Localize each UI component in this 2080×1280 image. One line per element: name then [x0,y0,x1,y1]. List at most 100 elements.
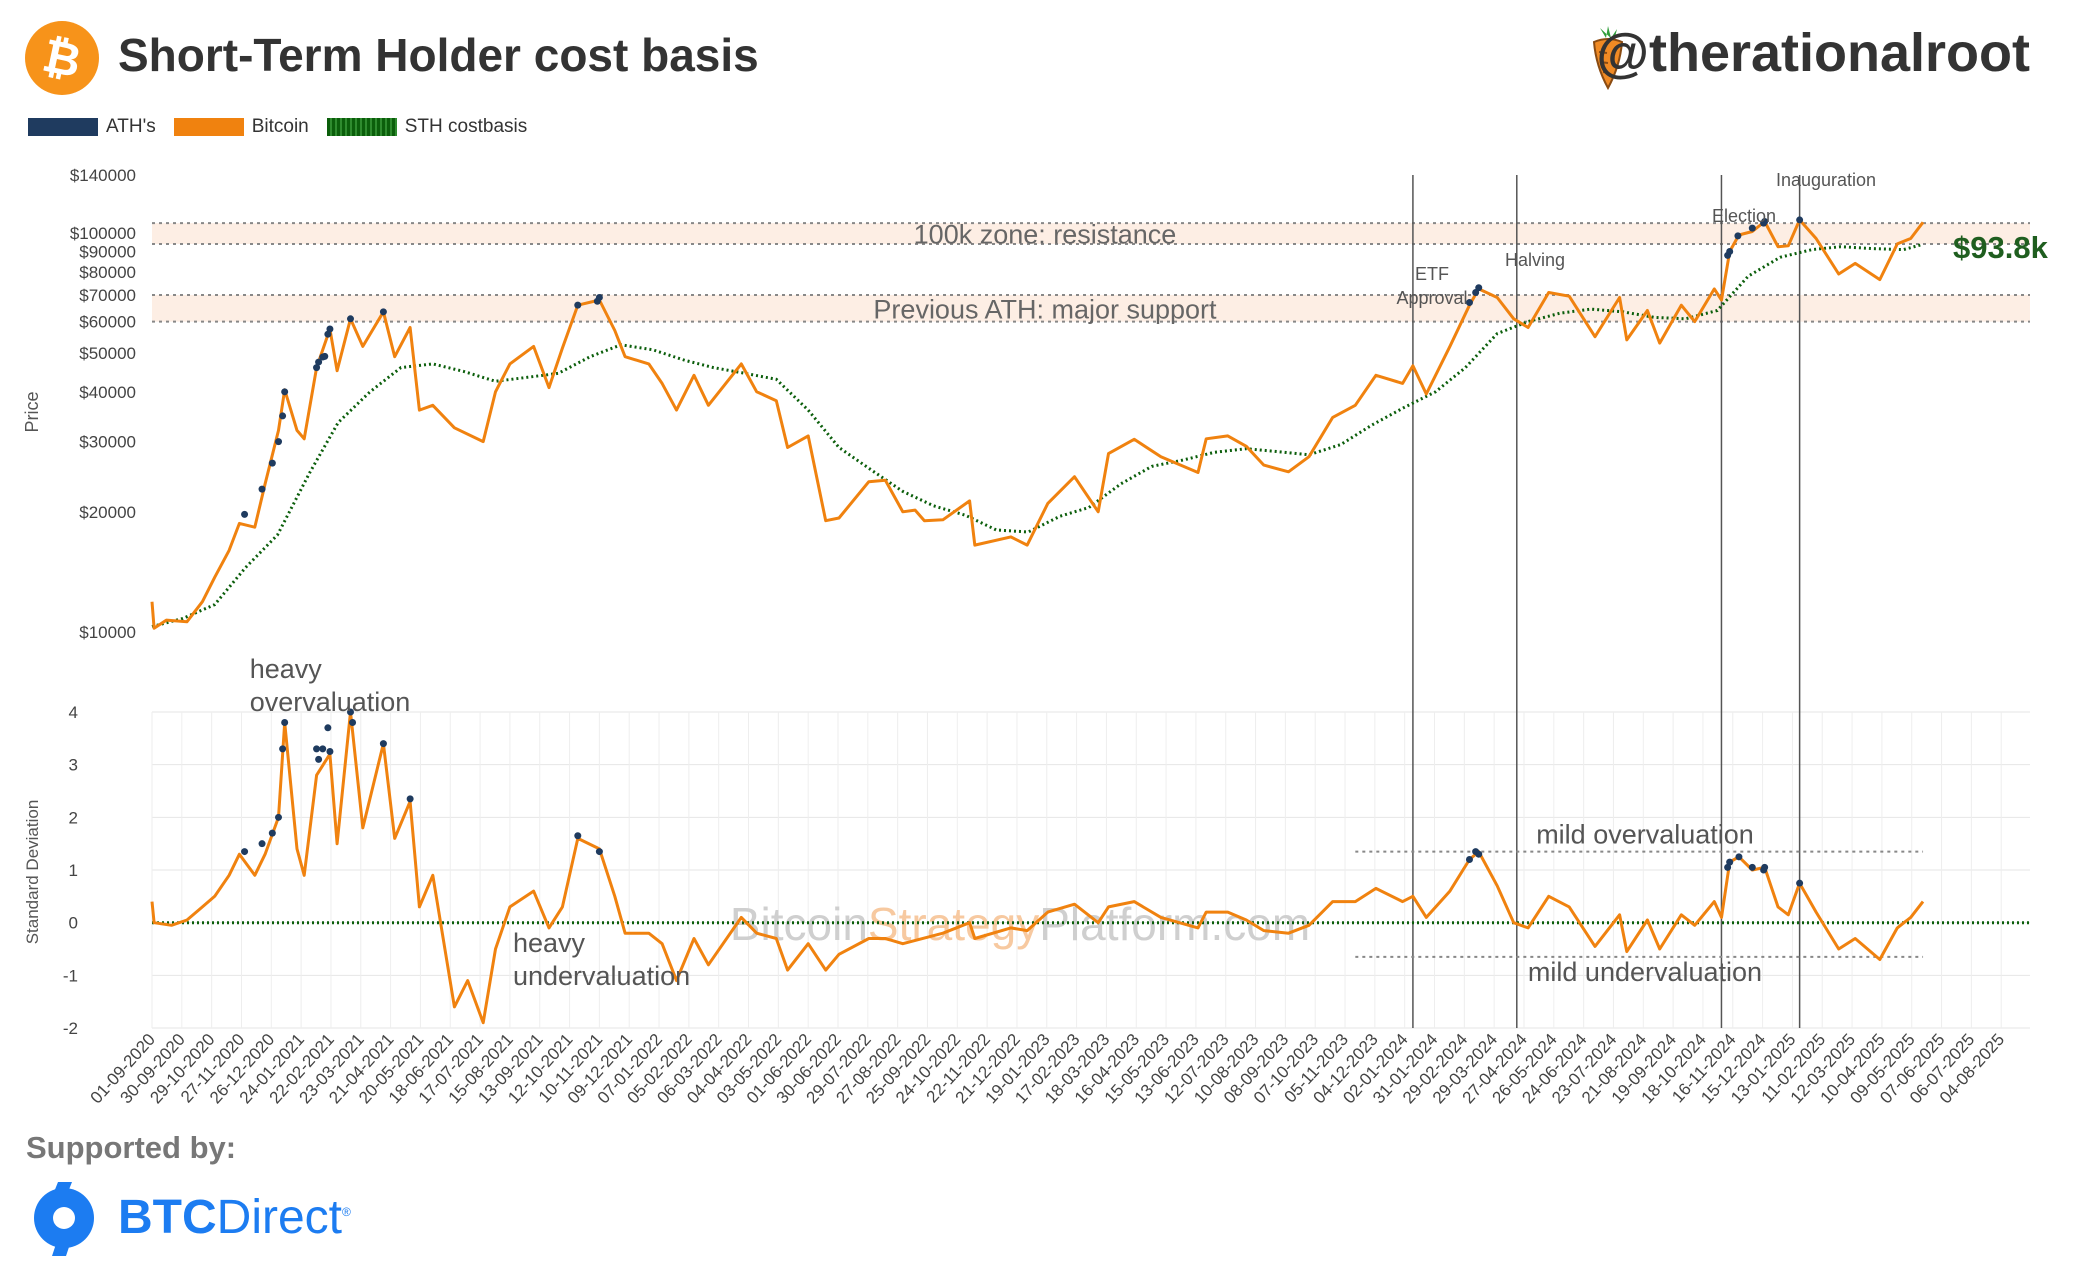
author-handle: @therationalroot [1596,23,2030,83]
bitcoin-logo-icon: ₿ [25,21,99,95]
sponsor-name-bold: BTC [118,1191,217,1244]
chart-series [150,216,2030,1025]
price-tick-label: $60000 [79,313,136,332]
sd-ath-marker [595,848,603,856]
ath-marker [315,358,323,366]
ath-marker [595,293,603,301]
price-tick-label: $140000 [70,166,136,185]
sd-bitcoin-line [150,710,1925,1025]
price-tick-label: $80000 [79,263,136,282]
sd-ath-marker [1748,863,1756,871]
ath-marker [1465,299,1473,307]
price-tick-label: $90000 [79,242,136,261]
annotation-label: heavy [513,928,586,958]
threshold-label: mild undervaluation [1528,957,1762,987]
sd-tick-label: -2 [63,1019,78,1038]
sponsor-name-rest: Direct [216,1191,342,1244]
sd-ath-marker [241,848,249,856]
sd-tick-label: -1 [63,966,78,985]
legend-swatch-ath [28,118,98,136]
price-tick-label: $40000 [79,383,136,402]
chart-legend: ATH's Bitcoin STH costbasis [28,116,545,138]
ath-marker [268,459,276,467]
sd-ath-marker [379,740,387,748]
zone-label: 100k zone: resistance [914,220,1177,250]
ath-marker [1726,247,1734,255]
sd-ath-marker [315,755,323,763]
sd-ath-marker [1735,853,1743,861]
sd-tick-label: 0 [69,914,78,933]
sd-ath-marker [1724,863,1732,871]
sd-tick-label: 2 [69,808,78,827]
price-axis-label: Price [22,391,42,432]
sd-axis-label: Standard Deviation [23,800,42,945]
sd-ath-marker [574,832,582,840]
watermark-part3: Platform.com [1039,898,1310,950]
price-tick-label: $100000 [70,224,136,243]
event-label: Approval [1396,288,1467,308]
bitcoin-price-line [150,218,1925,630]
event-label: Halving [1505,250,1565,270]
sd-ath-marker [324,724,332,732]
zone-band [152,223,2030,244]
price-tick-label: $30000 [79,433,136,452]
price-tick-label: $20000 [79,503,136,522]
btcdirect-logo-icon [34,1182,94,1256]
sd-ath-marker [1475,850,1483,858]
page-title: Short-Term Holder cost basis [118,29,759,81]
sd-tick-label: 4 [69,703,78,722]
legend-item-bitcoin: Bitcoin [173,116,309,138]
sd-ath-marker [279,745,287,753]
carrot-icon [1592,26,1624,90]
ath-marker [346,315,354,323]
price-tick-label: $50000 [79,344,136,363]
sth-costbasis-line [151,242,1924,629]
chart-labels: 100k zone: resistance Previous ATH: major… [22,166,2049,1107]
annotation-label: heavy [250,654,323,684]
legend-item-sth: STH costbasis [326,116,528,138]
sponsor-registered-mark: ® [342,1205,351,1219]
ath-marker [574,301,582,309]
chart-background [152,222,2030,323]
legend-label-bitcoin: Bitcoin [251,116,309,137]
ath-marker [1734,232,1742,240]
sd-tick-label: 3 [69,756,78,775]
ath-marker [1475,284,1483,292]
legend-swatch-bitcoin [173,118,244,136]
sd-ath-marker [349,719,357,727]
annotation-label: undervaluation [513,961,690,991]
sd-tick-label: 1 [69,861,78,880]
sd-ath-marker [1796,879,1804,887]
supported-by-label: Supported by: [26,1130,237,1165]
ath-marker [281,388,289,396]
sd-ath-marker [406,795,414,803]
annotation-label: overvaluation [250,687,411,717]
ath-marker [1796,216,1804,224]
legend-label-sth: STH costbasis [404,116,528,137]
ath-marker [279,412,287,420]
sd-ath-marker [281,719,289,727]
sd-ath-marker [275,813,283,821]
ath-marker [1761,218,1769,226]
sd-ath-marker [1761,863,1769,871]
sd-ath-marker [326,748,334,755]
chart-grid [151,175,2030,1029]
price-tick-label: $10000 [79,623,136,642]
event-label: Inauguration [1776,170,1876,190]
sd-ath-marker [319,745,327,753]
sponsor-name: BTCDirect® [118,1190,351,1245]
ath-marker [258,485,266,493]
sd-ath-marker [258,840,266,848]
ath-marker [313,364,321,372]
legend-item-ath: ATH's [28,116,156,138]
zone-label: Previous ATH: major support [873,294,1217,324]
price-tick-label: $70000 [79,286,136,305]
ath-marker [241,510,249,518]
legend-label-ath: ATH's [106,116,156,137]
last-value-label: $93.8k [1953,230,2049,265]
event-label: ETF [1415,264,1449,284]
sd-ath-marker [1726,858,1734,866]
zone-band [152,294,2030,322]
ath-marker [275,438,283,446]
